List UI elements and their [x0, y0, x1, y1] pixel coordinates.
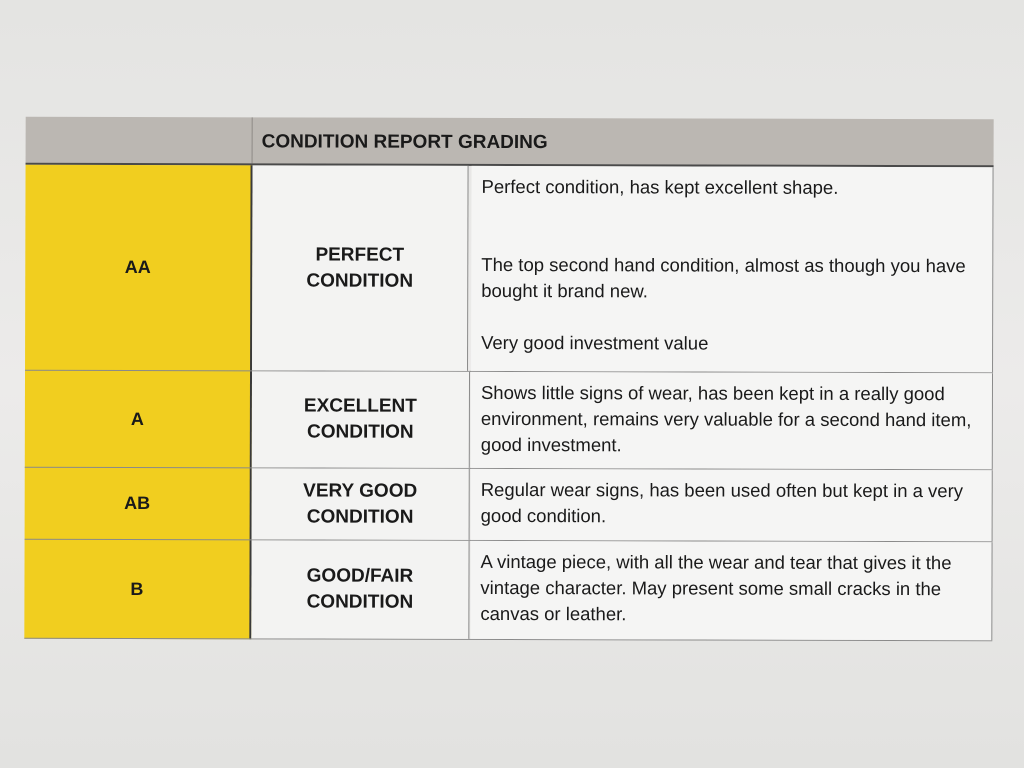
condition-cell: GOOD/FAIR CONDITION [251, 540, 470, 639]
description-text: Very good investment value [481, 331, 709, 354]
description-cell: Regular wear signs, has been used often … [470, 468, 993, 542]
header-divider [251, 117, 253, 164]
table-row: AB VERY GOOD CONDITION Regular wear sign… [24, 467, 993, 543]
table-row: AA PERFECT CONDITION Perfect condition, … [25, 164, 994, 374]
condition-cell: EXCELLENT CONDITION [251, 371, 471, 468]
table-row: B GOOD/FAIR CONDITION A vintage piece, w… [24, 539, 993, 642]
condition-grading-table: CONDITION REPORT GRADING AA PERFECT COND… [24, 116, 994, 642]
grade-cell: A [130, 408, 144, 429]
description-text: Regular wear signs, has been used often … [480, 478, 964, 527]
grade-cell: AB [124, 492, 151, 514]
description-cell: Perfect condition, has kept excellent sh… [471, 165, 994, 373]
description-text: Perfect condition, has kept excellent sh… [481, 175, 839, 198]
description-cell: Shows little signs of wear, has been kep… [470, 371, 994, 470]
description-text: The top second hand condition, almost as… [481, 253, 966, 302]
condition-cell: VERY GOOD CONDITION [251, 468, 470, 540]
table-row: A EXCELLENT CONDITION Shows little signs… [24, 370, 994, 471]
grade-cell: AA [124, 256, 151, 278]
description-text: Shows little signs of wear, has been kep… [480, 381, 972, 456]
description-cell: A vintage piece, with all the wear and t… [470, 540, 993, 641]
table-title: CONDITION REPORT GRADING [261, 131, 548, 154]
condition-cell: PERFECT CONDITION [252, 165, 469, 371]
grade-cell: B [130, 578, 144, 599]
table-header: CONDITION REPORT GRADING [25, 116, 994, 168]
description-text: A vintage piece, with all the wear and t… [480, 550, 952, 625]
